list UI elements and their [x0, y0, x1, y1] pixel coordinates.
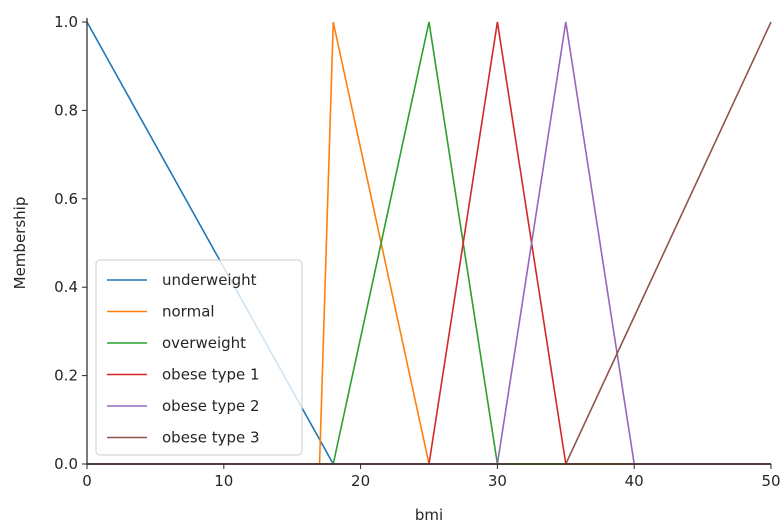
legend-label-overweight: overweight [162, 334, 246, 352]
legend-items: underweight normal overweight obese type 1 o… [107, 271, 260, 447]
x-tick-label: 0 [82, 472, 92, 490]
y-tick-label: 0.4 [54, 278, 78, 296]
y-tick-label: 1.0 [54, 13, 78, 31]
legend-frame [95, 259, 303, 456]
y-tick-label: 0.0 [54, 455, 78, 473]
y-tick-label: 0.2 [54, 367, 78, 385]
legend-label-obese-type-3: obese type 3 [162, 429, 260, 447]
x-axis-label: bmi [415, 506, 443, 524]
legend-label-obese-type-1: obese type 1 [162, 366, 260, 384]
y-ticks: 0.0 0.2 0.4 0.6 0.8 1.0 [54, 13, 87, 473]
axes-layer [86, 18, 771, 465]
y-tick-label: 0.6 [54, 190, 78, 208]
x-tick-label: 40 [625, 472, 644, 490]
x-tick-label: 50 [761, 472, 780, 490]
x-tick-label: 30 [488, 472, 507, 490]
legend-label-obese-type-2: obese type 2 [162, 397, 260, 415]
x-ticks: 0 10 20 30 40 50 [82, 464, 781, 490]
legend: underweight normal overweight obese type 1 o… [95, 259, 303, 456]
legend-label-underweight: underweight [162, 271, 257, 289]
legend-label-normal: normal [162, 303, 215, 321]
x-tick-label: 20 [351, 472, 370, 490]
y-tick-label: 0.8 [54, 101, 78, 119]
x-tick-label: 10 [214, 472, 233, 490]
y-axis-label: Membership [11, 197, 29, 290]
